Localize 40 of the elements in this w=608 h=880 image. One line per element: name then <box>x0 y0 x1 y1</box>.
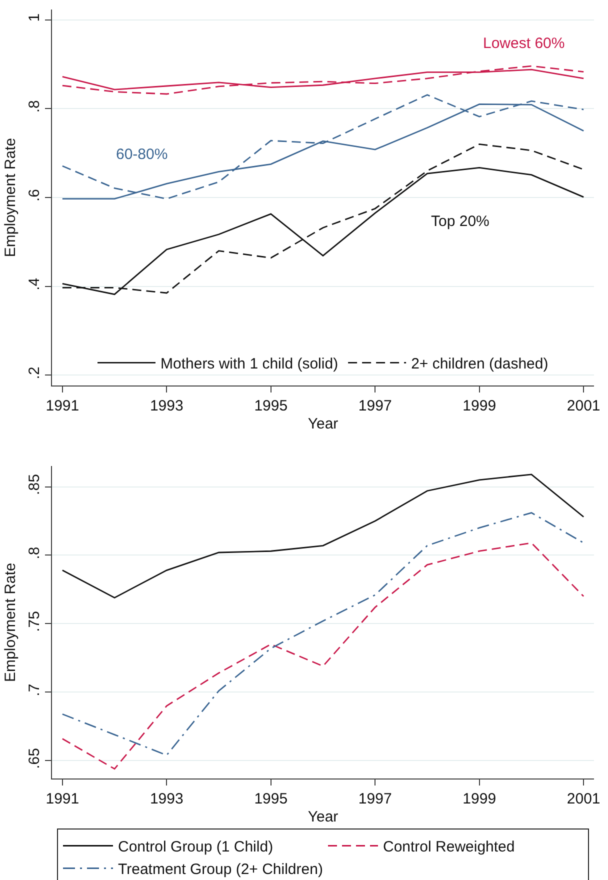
x-tick-label: 1997 <box>358 398 392 415</box>
x-axis-title: Year <box>308 808 338 826</box>
y-tick-label: .4 <box>26 278 43 290</box>
y-tick-label: .75 <box>26 611 43 632</box>
x-tick-label: 1993 <box>150 398 184 415</box>
legend-label: Treatment Group (2+ Children) <box>118 861 323 878</box>
line-series <box>62 542 584 770</box>
annotation: Lowest 60% <box>483 35 565 52</box>
y-tick-label: .2 <box>26 366 43 380</box>
line-series <box>62 65 584 95</box>
y-tick-label: .65 <box>26 748 43 769</box>
x-tick-label: 1995 <box>254 790 288 808</box>
line-series <box>62 512 584 756</box>
y-tick-label: .8 <box>26 100 43 113</box>
x-tick-label: 1991 <box>46 398 80 415</box>
y-axis-title: Employment Rate <box>2 138 20 258</box>
line-series <box>62 474 584 598</box>
x-tick-label: 2001 <box>566 398 600 415</box>
x-tick-label: 1999 <box>462 790 496 808</box>
legend-label: Control Group (1 Child) <box>118 838 274 856</box>
y-axis-title: Employment Rate <box>2 562 20 682</box>
y-tick-label: .7 <box>26 684 43 696</box>
annotation: 60-80% <box>116 146 168 163</box>
legend-label: Control Reweighted <box>383 838 515 856</box>
x-tick-label: 2001 <box>566 790 600 808</box>
x-axis-title: Year <box>308 416 338 433</box>
x-tick-label: 1999 <box>462 398 496 415</box>
y-tick-label: .8 <box>26 546 43 560</box>
x-tick-label: 1997 <box>358 790 392 808</box>
y-tick-label: .85 <box>26 474 43 495</box>
annotation: Top 20% <box>431 213 490 230</box>
y-tick-label: .6 <box>26 188 43 202</box>
legend-label: Mothers with 1 child (solid) <box>160 356 338 372</box>
x-tick-label: 1995 <box>254 398 288 415</box>
line-series <box>62 68 584 90</box>
x-tick-label: 1991 <box>46 790 80 808</box>
line-series <box>62 144 584 294</box>
y-tick-label: 1 <box>26 13 43 22</box>
legend-label: 2+ children (dashed) <box>411 356 548 372</box>
x-tick-label: 1993 <box>150 790 184 808</box>
